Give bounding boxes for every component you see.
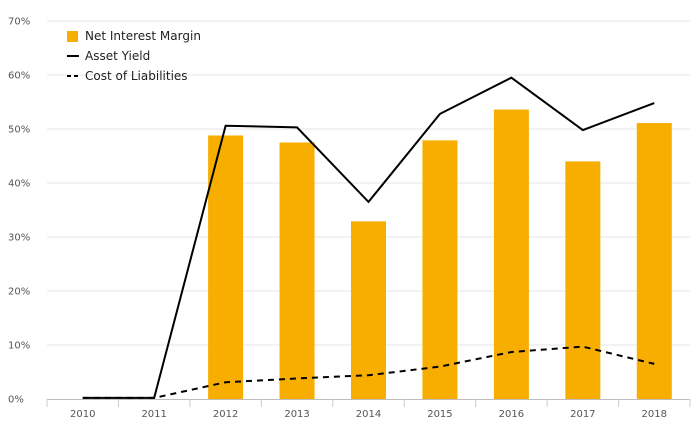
x-tick-label: 2015 <box>427 409 452 420</box>
legend-label: Asset Yield <box>85 49 150 63</box>
x-tick-label: 2010 <box>70 409 95 420</box>
x-tick-label: 2011 <box>141 409 166 420</box>
bar <box>422 140 458 399</box>
x-tick-label: 2018 <box>642 409 667 420</box>
x-tick-label: 2012 <box>213 409 238 420</box>
y-tick-label: 50% <box>8 125 30 136</box>
legend: Net Interest Margin Asset Yield Cost of Li… <box>67 29 201 83</box>
legend-swatch <box>67 31 78 42</box>
legend-label: Cost of Liabilities <box>85 69 188 83</box>
bar <box>493 109 529 399</box>
x-tick-label: 2017 <box>570 409 595 420</box>
bar <box>208 135 244 400</box>
bar-series <box>208 109 672 400</box>
y-tick-label: 0% <box>8 395 24 406</box>
x-tick-label: 2014 <box>356 409 381 420</box>
y-tick-label: 10% <box>8 341 30 352</box>
bar <box>351 221 386 399</box>
y-tick-label: 30% <box>8 233 30 244</box>
line-series <box>82 76 655 399</box>
asset-yield-line <box>82 76 655 399</box>
y-axis: 0% 10% 20% 30% 40% 50% 60% 70% <box>8 17 30 406</box>
y-tick-label: 60% <box>8 71 30 82</box>
cost-of-liabilities-line <box>82 345 655 399</box>
x-tick-label: 2013 <box>284 409 309 420</box>
x-axis: 2010 2011 2012 2013 2014 2015 2016 2017 2018 <box>46 399 691 420</box>
bar <box>565 161 601 399</box>
bar <box>279 142 315 399</box>
x-tick-label: 2016 <box>499 409 524 420</box>
y-tick-label: 20% <box>8 287 30 298</box>
legend-label: Net Interest Margin <box>85 29 201 43</box>
y-tick-label: 40% <box>8 179 30 190</box>
y-tick-label: 70% <box>8 17 30 28</box>
bar <box>636 123 672 399</box>
